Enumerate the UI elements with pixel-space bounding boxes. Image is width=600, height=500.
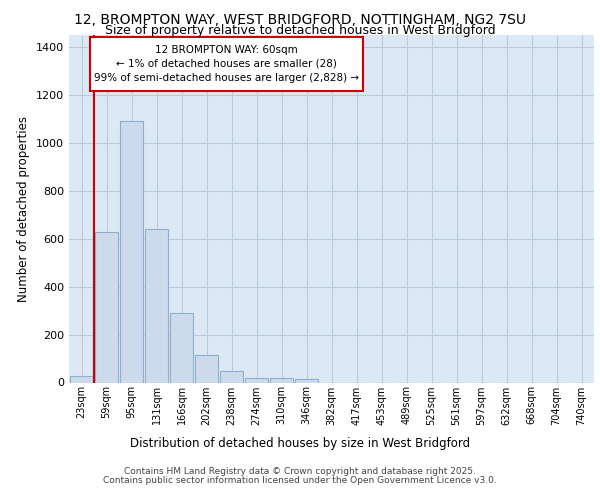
Bar	[295, 379, 318, 382]
Y-axis label: Number of detached properties: Number of detached properties	[17, 116, 31, 302]
Bar	[220, 370, 243, 382]
Bar	[270, 378, 293, 382]
FancyBboxPatch shape	[90, 36, 363, 90]
Text: 12, BROMPTON WAY, WEST BRIDGFORD, NOTTINGHAM, NG2 7SU: 12, BROMPTON WAY, WEST BRIDGFORD, NOTTIN…	[74, 12, 526, 26]
Bar	[145, 229, 168, 382]
Bar	[170, 313, 193, 382]
Bar	[245, 378, 268, 382]
Bar	[70, 376, 93, 382]
Text: Distribution of detached houses by size in West Bridgford: Distribution of detached houses by size …	[130, 438, 470, 450]
Text: 12 BROMPTON WAY: 60sqm
← 1% of detached houses are smaller (28)
99% of semi-deta: 12 BROMPTON WAY: 60sqm ← 1% of detached …	[94, 44, 359, 82]
Bar	[195, 355, 218, 382]
Bar	[120, 122, 143, 382]
Text: Size of property relative to detached houses in West Bridgford: Size of property relative to detached ho…	[104, 24, 496, 37]
Text: Contains HM Land Registry data © Crown copyright and database right 2025.: Contains HM Land Registry data © Crown c…	[124, 467, 476, 476]
Text: Contains public sector information licensed under the Open Government Licence v3: Contains public sector information licen…	[103, 476, 497, 485]
Bar	[95, 232, 118, 382]
